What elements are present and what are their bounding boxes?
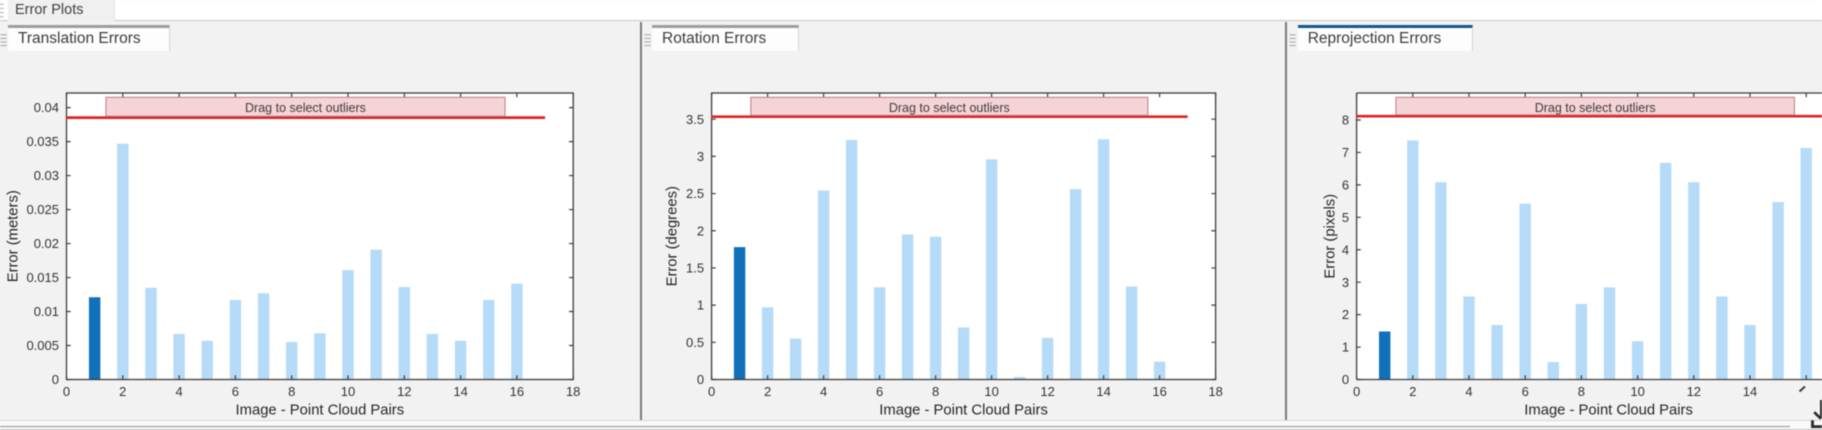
- svg-text:18: 18: [1208, 384, 1222, 399]
- svg-text:0: 0: [1342, 372, 1349, 387]
- svg-text:2: 2: [1409, 384, 1416, 399]
- svg-text:2: 2: [119, 384, 126, 399]
- svg-text:Error (pixels): Error (pixels): [1322, 194, 1338, 279]
- svg-text:1: 1: [697, 298, 704, 313]
- svg-text:8: 8: [1342, 113, 1349, 128]
- svg-text:0.025: 0.025: [26, 202, 59, 217]
- svg-text:0.5: 0.5: [686, 335, 704, 350]
- svg-text:0.03: 0.03: [34, 168, 59, 183]
- svg-text:3.5: 3.5: [686, 112, 704, 127]
- svg-text:10: 10: [984, 384, 998, 399]
- svg-text:3: 3: [697, 149, 704, 164]
- svg-text:0: 0: [52, 372, 59, 387]
- svg-text:0: 0: [63, 384, 70, 399]
- svg-text:Drag to select outliers: Drag to select outliers: [245, 101, 366, 115]
- svg-text:4: 4: [1342, 242, 1349, 257]
- svg-text:0.005: 0.005: [26, 338, 59, 353]
- svg-text:18: 18: [566, 384, 580, 399]
- svg-text:10: 10: [1630, 384, 1644, 399]
- svg-text:16: 16: [1152, 384, 1166, 399]
- svg-text:4: 4: [820, 384, 827, 399]
- svg-text:8: 8: [932, 384, 939, 399]
- svg-text:0.04: 0.04: [34, 100, 59, 115]
- svg-text:14: 14: [1743, 384, 1757, 399]
- svg-text:0.01: 0.01: [34, 304, 59, 319]
- svg-text:6: 6: [876, 384, 883, 399]
- svg-text:16: 16: [510, 384, 524, 399]
- svg-text:0: 0: [1353, 384, 1360, 399]
- svg-text:1: 1: [1342, 340, 1349, 355]
- svg-text:7: 7: [1342, 145, 1349, 160]
- svg-text:0: 0: [708, 384, 715, 399]
- svg-text:14: 14: [1096, 384, 1110, 399]
- svg-text:6: 6: [1342, 177, 1349, 192]
- svg-text:12: 12: [397, 384, 411, 399]
- svg-text:Error (degrees): Error (degrees): [665, 186, 681, 286]
- svg-text:4: 4: [175, 384, 182, 399]
- svg-text:0.015: 0.015: [26, 270, 59, 285]
- svg-text:6: 6: [1522, 384, 1529, 399]
- svg-text:Error (meters): Error (meters): [6, 190, 22, 282]
- svg-text:Image - Point Cloud Pairs: Image - Point Cloud Pairs: [1524, 403, 1693, 419]
- svg-text:8: 8: [1578, 384, 1585, 399]
- svg-text:Drag to select outliers: Drag to select outliers: [889, 101, 1010, 115]
- svg-text:12: 12: [1040, 384, 1054, 399]
- svg-text:2: 2: [764, 384, 771, 399]
- svg-text:8: 8: [288, 384, 295, 399]
- svg-text:4: 4: [1465, 384, 1472, 399]
- svg-text:2: 2: [1342, 307, 1349, 322]
- svg-text:10: 10: [341, 384, 355, 399]
- svg-text:Image - Point Cloud Pairs: Image - Point Cloud Pairs: [879, 403, 1048, 419]
- svg-text:1.5: 1.5: [686, 261, 704, 276]
- svg-text:0.02: 0.02: [34, 236, 59, 251]
- svg-text:2: 2: [697, 223, 704, 238]
- svg-text:5: 5: [1342, 210, 1349, 225]
- svg-text:14: 14: [453, 384, 467, 399]
- svg-text:Drag to select outliers: Drag to select outliers: [1535, 101, 1656, 115]
- svg-text:12: 12: [1687, 384, 1701, 399]
- svg-text:6: 6: [232, 384, 239, 399]
- svg-text:0.035: 0.035: [26, 134, 59, 149]
- svg-text:3: 3: [1342, 275, 1349, 290]
- svg-text:Image - Point Cloud Pairs: Image - Point Cloud Pairs: [236, 403, 405, 419]
- svg-text:0: 0: [697, 372, 704, 387]
- svg-text:2.5: 2.5: [686, 186, 704, 201]
